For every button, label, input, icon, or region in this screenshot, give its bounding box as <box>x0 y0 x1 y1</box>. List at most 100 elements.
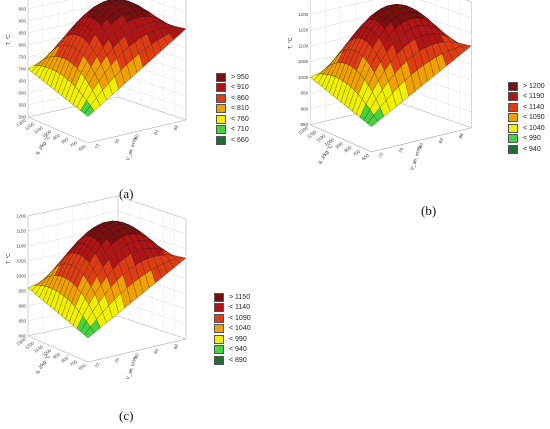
legend-entry: < 1190 <box>508 92 545 103</box>
z-tick-label: 550 <box>18 103 26 108</box>
z-tick-label: 600 <box>18 91 26 96</box>
legend-entry: < 940 <box>508 144 545 155</box>
x-tick-label: 80 <box>418 142 425 149</box>
x-tick-label: 72 <box>94 362 101 369</box>
legend-label: > 1200 <box>523 82 545 90</box>
legend-label: < 890 <box>229 356 247 364</box>
legend-entry: < 890 <box>214 355 251 366</box>
z-tick-label: 700 <box>18 67 26 72</box>
panel-label-c: (c) <box>119 408 134 423</box>
legend-swatch <box>216 114 226 124</box>
legend-label: < 710 <box>231 126 249 134</box>
legend-label: < 990 <box>523 135 541 143</box>
legend-label: < 1040 <box>523 124 545 132</box>
legend-a: > 950 < 910 < 860 < 810 < 760 < 710 < 660 <box>216 72 249 146</box>
legend-entry: < 910 <box>216 83 249 94</box>
surface-cell <box>367 115 378 127</box>
legend-label: > 950 <box>231 73 249 81</box>
legend-entry: < 760 <box>216 114 249 125</box>
x-axis-label: V_air, m³/h <box>409 145 423 171</box>
z-tick-label: 1250 <box>298 0 309 1</box>
legend-swatch <box>214 345 224 355</box>
y-tick-label: 900 <box>335 141 344 150</box>
legend-swatch <box>214 324 224 334</box>
panel-label-a: (a) <box>119 186 134 201</box>
y-tick-label: 700 <box>69 140 78 149</box>
x-tick-label: 84 <box>153 348 160 355</box>
legend-swatch <box>508 144 518 154</box>
legend-swatch <box>214 303 224 313</box>
legend-b: > 1200 < 1190 < 1140 < 1090 < 1040 < 990 < 940 <box>508 81 545 155</box>
z-axis-label: T, °C <box>288 37 294 49</box>
legend-swatch <box>214 355 224 365</box>
legend-entry: < 1040 <box>214 324 251 335</box>
z-tick-label: 1150 <box>16 229 26 234</box>
legend-swatch <box>216 125 226 135</box>
z-tick-label: 900 <box>18 19 26 24</box>
x-axis-label: V_air, m³/h <box>125 137 139 162</box>
z-tick-label: 850 <box>18 31 26 36</box>
z-tick-label: 800 <box>18 43 26 48</box>
z-tick-label: 850 <box>18 319 26 324</box>
y-tick-label: 600 <box>78 143 87 152</box>
plot-group-a: 1000 950 900 850 800 750 700 650 600 550 500 T, °C 1… <box>6 0 187 162</box>
z-tick-label: 900 <box>18 304 26 309</box>
plot-group-b: 1250 1200 1150 1100 1050 1000 950 900 850 T, °C 13… <box>288 0 472 171</box>
legend-entry: < 990 <box>508 134 545 145</box>
legend-swatch <box>216 104 226 114</box>
legend-swatch <box>508 113 518 123</box>
legend-swatch <box>214 292 224 302</box>
legend-entry: < 1090 <box>214 313 251 324</box>
surface-cell <box>84 326 95 339</box>
x-tick-label: 80 <box>133 352 140 359</box>
legend-entry: > 1200 <box>508 81 545 92</box>
x-tick-label: 72 <box>378 152 385 159</box>
chart-panel-b: 1250 1200 1150 1100 1050 1000 950 900 850 T, °C 13… <box>280 0 550 220</box>
y-tick-label: 600 <box>361 153 370 162</box>
surface-plot-c: 1200 1150 1100 1050 1000 950 900 850 800 T, °C 130… <box>6 195 187 381</box>
z-tick-label: 950 <box>18 289 26 294</box>
legend-label: < 760 <box>231 115 249 123</box>
y-tick-label: 1300 <box>16 336 27 346</box>
x-tick-label: 76 <box>398 147 405 154</box>
z-tick-label: 800 <box>18 334 26 339</box>
legend-swatch <box>508 123 518 133</box>
y-tick-label: 1200 <box>306 129 317 139</box>
z-tick-label: 900 <box>301 106 309 111</box>
y-tick-label: 800 <box>343 145 352 154</box>
legend-entry: < 1140 <box>214 303 251 314</box>
legend-entry: < 990 <box>214 334 251 345</box>
box-edge <box>27 116 89 144</box>
legend-swatch <box>216 72 226 82</box>
z-tick-label: 950 <box>301 91 309 96</box>
z-tick-label: 1200 <box>298 12 309 17</box>
surface-a <box>27 0 187 117</box>
y-tick-label: 1000 <box>41 129 52 139</box>
x-tick-label: 76 <box>114 357 121 364</box>
surface-plot-a: 1000 950 900 850 800 750 700 650 600 550 500 T, °C 1… <box>6 0 187 162</box>
y-tick-label: 1100 <box>33 344 44 354</box>
chart-panel-a: 1000 950 900 850 800 750 700 650 600 550 500 T, °C 1… <box>0 0 275 205</box>
x-tick-label: 76 <box>114 138 121 145</box>
y-tick-label: 1300 <box>298 125 309 135</box>
x-tick-label: 84 <box>438 137 445 144</box>
y-tick-label: 900 <box>52 132 61 141</box>
legend-label: > 1150 <box>229 293 251 301</box>
legend-swatch <box>216 83 226 93</box>
x-tick-label: 88 <box>173 343 180 350</box>
legend-label: < 910 <box>231 84 249 92</box>
legend-label: < 940 <box>523 145 541 153</box>
legend-entry: < 1140 <box>508 102 545 113</box>
legend-swatch <box>508 102 518 112</box>
legend-swatch <box>216 135 226 145</box>
z-tick-label: 950 <box>18 7 26 12</box>
chart-panel-c: 1200 1150 1100 1050 1000 950 900 850 800 T, °C 130… <box>0 195 275 429</box>
box-edge <box>371 127 472 153</box>
legend-swatch <box>216 93 226 103</box>
x-tick-label: 80 <box>133 133 140 140</box>
y-tick-label: 700 <box>352 149 361 158</box>
z-tick-label: 1000 <box>16 274 27 279</box>
x-tick-label: 88 <box>173 124 180 131</box>
legend-swatch <box>508 134 518 144</box>
y-tick-label: 800 <box>60 355 69 364</box>
